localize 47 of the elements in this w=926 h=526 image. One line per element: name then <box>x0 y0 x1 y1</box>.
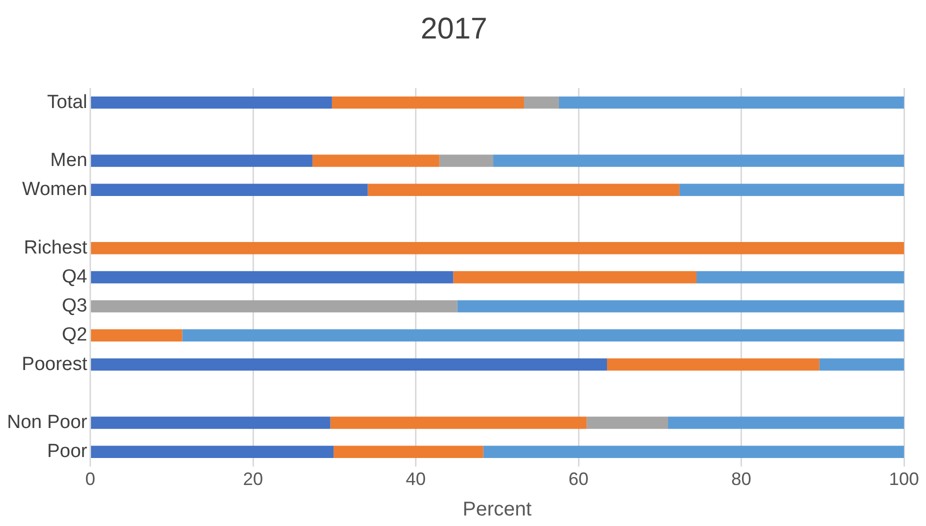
y-tick-label: Total <box>47 92 88 113</box>
bar <box>91 358 607 371</box>
bar <box>332 96 524 109</box>
bar <box>91 96 332 109</box>
y-tick-label: Q3 <box>62 296 88 317</box>
bar <box>91 184 368 196</box>
y-tick-label: Men <box>50 150 88 172</box>
chart-title: 2017 <box>420 12 488 46</box>
bar <box>312 154 440 167</box>
x-tick-label: 80 <box>731 469 752 490</box>
bar <box>679 184 904 196</box>
bar <box>819 358 904 371</box>
y-tick-label: Non Poor <box>6 412 88 433</box>
bar <box>182 329 904 342</box>
x-tick-label: 60 <box>568 469 589 490</box>
bar <box>91 154 312 167</box>
bar <box>91 416 330 429</box>
x-tick-label: 20 <box>243 469 264 490</box>
bar <box>558 96 904 109</box>
y-tick-label: Q4 <box>62 266 88 288</box>
bar <box>439 154 494 167</box>
y-tick-label: Poorest <box>22 354 88 375</box>
bar <box>334 446 484 458</box>
x-tick-label: 0 <box>85 469 96 490</box>
y-tick-label: Poor <box>47 441 88 462</box>
x-axis-title: Percent <box>462 498 532 521</box>
y-tick-label: Women <box>22 179 88 200</box>
bar <box>493 154 904 167</box>
bar <box>586 416 668 429</box>
bar <box>91 329 182 342</box>
bar <box>368 184 680 196</box>
bar <box>91 300 458 312</box>
y-tick-label: Richest <box>24 237 88 258</box>
bar <box>524 96 559 109</box>
x-tick-label: 40 <box>406 469 426 490</box>
bar <box>91 242 904 254</box>
bar <box>606 358 820 371</box>
x-tick-label: 100 <box>888 469 920 490</box>
bar <box>457 300 904 312</box>
bar <box>91 446 334 458</box>
bar <box>483 446 904 458</box>
bar <box>91 271 454 284</box>
bar <box>668 416 904 429</box>
y-tick-label: Q2 <box>62 324 88 346</box>
bar <box>696 271 904 284</box>
bar <box>453 271 696 284</box>
bar <box>330 416 587 429</box>
